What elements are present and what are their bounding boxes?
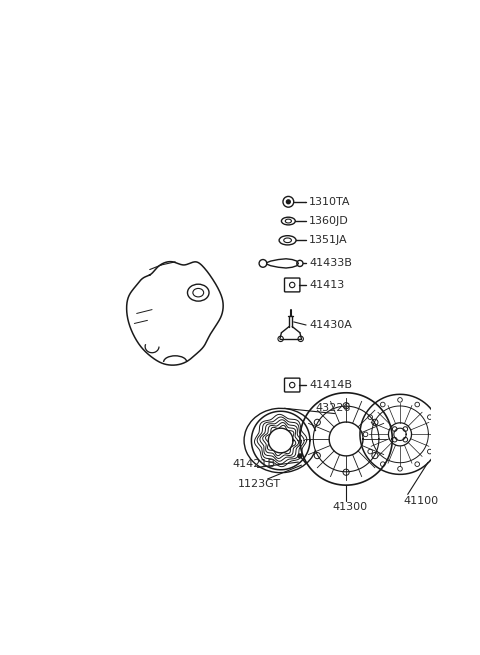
Circle shape (287, 200, 290, 204)
Text: 41433B: 41433B (309, 259, 352, 269)
Text: 1351JA: 1351JA (309, 235, 348, 246)
Text: 41421B: 41421B (232, 458, 275, 468)
Text: 1310TA: 1310TA (309, 196, 350, 207)
Text: 41100: 41100 (404, 496, 439, 506)
Text: 41413: 41413 (309, 280, 344, 290)
Text: 1123GT: 1123GT (238, 479, 281, 489)
Text: 1360JD: 1360JD (309, 216, 349, 226)
Text: 41300: 41300 (332, 502, 367, 512)
Text: 41430A: 41430A (309, 320, 352, 330)
Text: 41414B: 41414B (309, 380, 352, 390)
Text: 43226: 43226 (315, 403, 351, 413)
Circle shape (298, 454, 302, 458)
